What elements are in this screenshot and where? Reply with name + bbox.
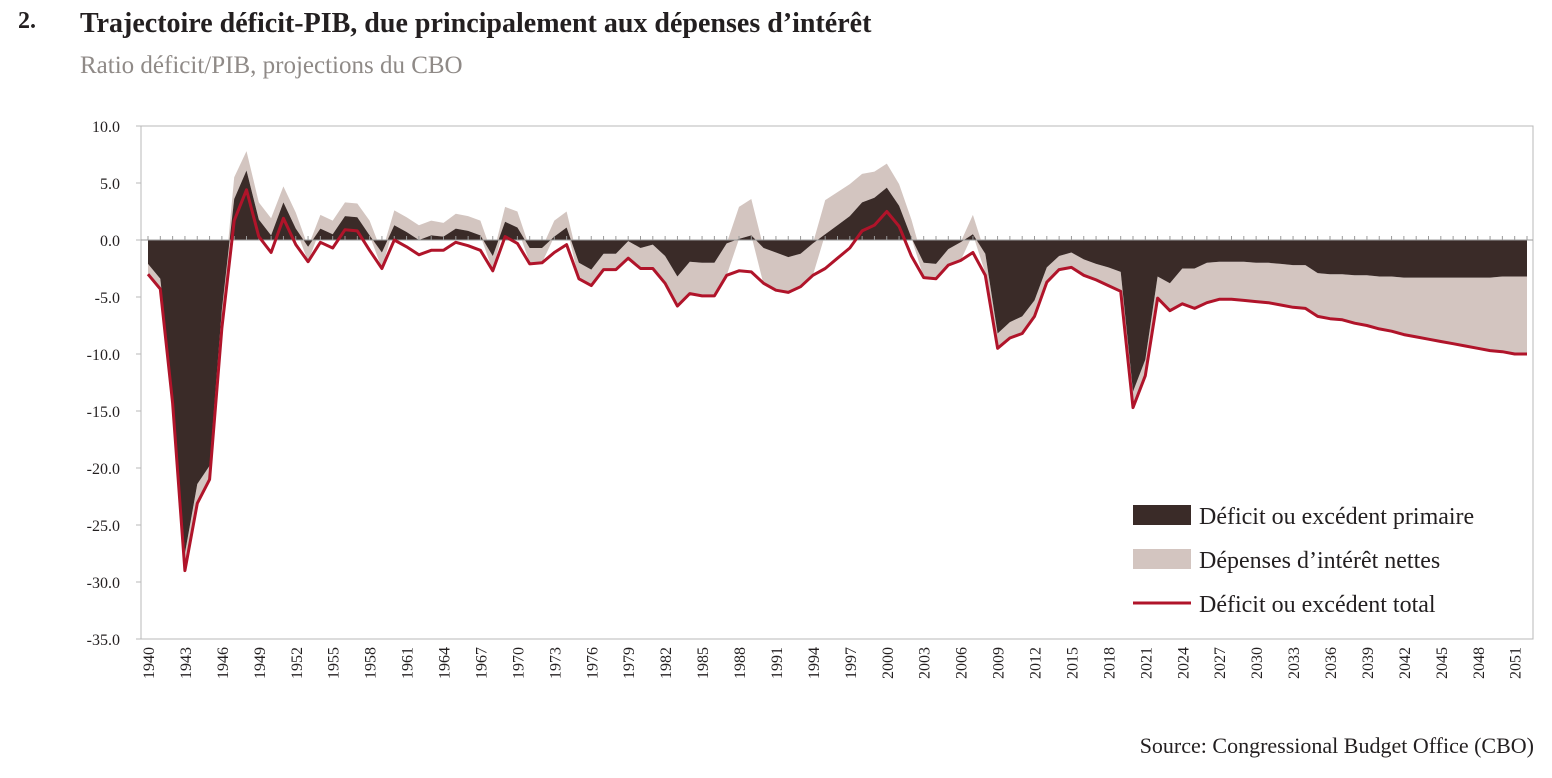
chart-subtitle: Ratio déficit/PIB, projections du CBO <box>80 52 463 79</box>
legend-swatch-interest <box>1133 549 1191 569</box>
series-interest-area <box>148 151 1527 571</box>
x-tick-label: 1958 <box>363 647 380 679</box>
y-tick-label: 10.0 <box>92 119 120 136</box>
x-tick-label: 2045 <box>1434 647 1451 679</box>
legend: Déficit ou excédent primaire Dépenses d’i… <box>1133 504 1474 618</box>
x-tick-label: 1940 <box>141 647 158 679</box>
x-tick-label: 2018 <box>1101 647 1118 679</box>
legend-label-primary: Déficit ou excédent primaire <box>1199 504 1474 530</box>
x-tick-label: 2009 <box>991 647 1008 679</box>
y-tick-label: -20.0 <box>87 461 120 478</box>
figure-number: 2. <box>18 8 36 34</box>
legend-label-total: Déficit ou excédent total <box>1199 592 1436 618</box>
x-tick-label: 1991 <box>769 647 786 679</box>
x-tick-label: 1979 <box>621 647 638 679</box>
axes-layer: 10.0 5.0 0.0 -5.0 -10.0 -15.0 -20.0 -25.0 -30.0 -… <box>87 119 1534 679</box>
x-tick-label: 2006 <box>954 647 971 679</box>
x-tick-label: 1994 <box>806 647 823 679</box>
series-primary-area <box>148 170 1527 554</box>
y-tick-label: -35.0 <box>87 632 120 649</box>
y-tick-label: -25.0 <box>87 518 120 535</box>
x-tick-label: 1982 <box>658 647 675 679</box>
y-tick-label: -15.0 <box>87 404 120 421</box>
x-tick-label: 1988 <box>732 647 749 679</box>
x-tick-label: 1955 <box>326 647 343 679</box>
x-tick-label: 2048 <box>1471 647 1488 679</box>
y-tick-label: -10.0 <box>87 347 120 364</box>
x-tick-label: 1946 <box>215 647 232 679</box>
legend-label-interest: Dépenses d’intérêt nettes <box>1199 548 1440 574</box>
x-tick-label: 1952 <box>289 647 306 679</box>
x-tick-label: 1997 <box>843 647 860 679</box>
x-tick-label: 2003 <box>917 647 934 679</box>
x-tick-label: 2024 <box>1175 647 1192 679</box>
x-tick-label: 2015 <box>1064 647 1081 679</box>
x-tick-label: 2027 <box>1212 647 1229 679</box>
source-note: Source: Congressional Budget Office (CBO… <box>1139 733 1534 758</box>
x-tick-label: 1943 <box>178 647 195 679</box>
chart-title: Trajectoire déficit-PIB, due principalem… <box>80 8 872 39</box>
x-tick-label: 2039 <box>1360 647 1377 679</box>
plot-frame <box>140 125 1534 640</box>
x-tick-label: 2036 <box>1323 647 1340 679</box>
y-tick-label: -30.0 <box>87 575 120 592</box>
x-tick-label: 2012 <box>1028 647 1045 679</box>
x-tick-label: 1967 <box>473 647 490 679</box>
legend-swatch-primary <box>1133 505 1191 525</box>
x-tick-label: 1964 <box>437 647 454 679</box>
x-tick-label: 1970 <box>510 647 527 679</box>
areas-layer <box>148 151 1527 571</box>
x-tick-label: 1976 <box>584 647 601 679</box>
series-total-line <box>146 188 1527 573</box>
x-tick-label: 2051 <box>1508 647 1525 679</box>
line-layer <box>146 188 1527 573</box>
x-tick-label: 2030 <box>1249 647 1266 679</box>
x-tick-label: 1961 <box>400 647 417 679</box>
x-tick-label: 2021 <box>1138 647 1155 679</box>
x-tick-label: 2042 <box>1397 647 1414 679</box>
x-tick-label: 2033 <box>1286 647 1303 679</box>
y-tick-label: 5.0 <box>100 176 120 193</box>
x-tick-label: 1973 <box>547 647 564 679</box>
x-tick-label: 1985 <box>695 647 712 679</box>
x-tick-label: 2000 <box>880 647 897 679</box>
y-tick-label: -5.0 <box>95 290 120 307</box>
y-tick-label: 0.0 <box>100 233 120 250</box>
x-tick-label: 1949 <box>252 647 269 679</box>
